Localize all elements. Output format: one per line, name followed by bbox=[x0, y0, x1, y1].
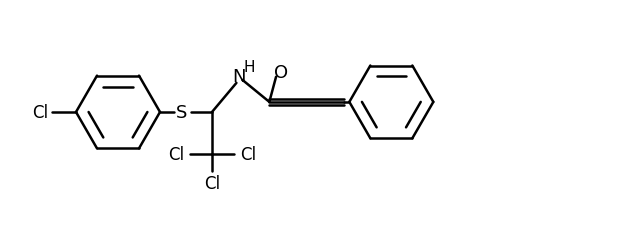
Text: N: N bbox=[233, 68, 246, 86]
Text: S: S bbox=[176, 104, 188, 122]
Text: Cl: Cl bbox=[204, 174, 220, 192]
Text: Cl: Cl bbox=[32, 104, 48, 122]
Text: O: O bbox=[274, 63, 288, 81]
Text: H: H bbox=[244, 60, 255, 75]
Text: Cl: Cl bbox=[240, 145, 256, 163]
Text: Cl: Cl bbox=[168, 145, 184, 163]
